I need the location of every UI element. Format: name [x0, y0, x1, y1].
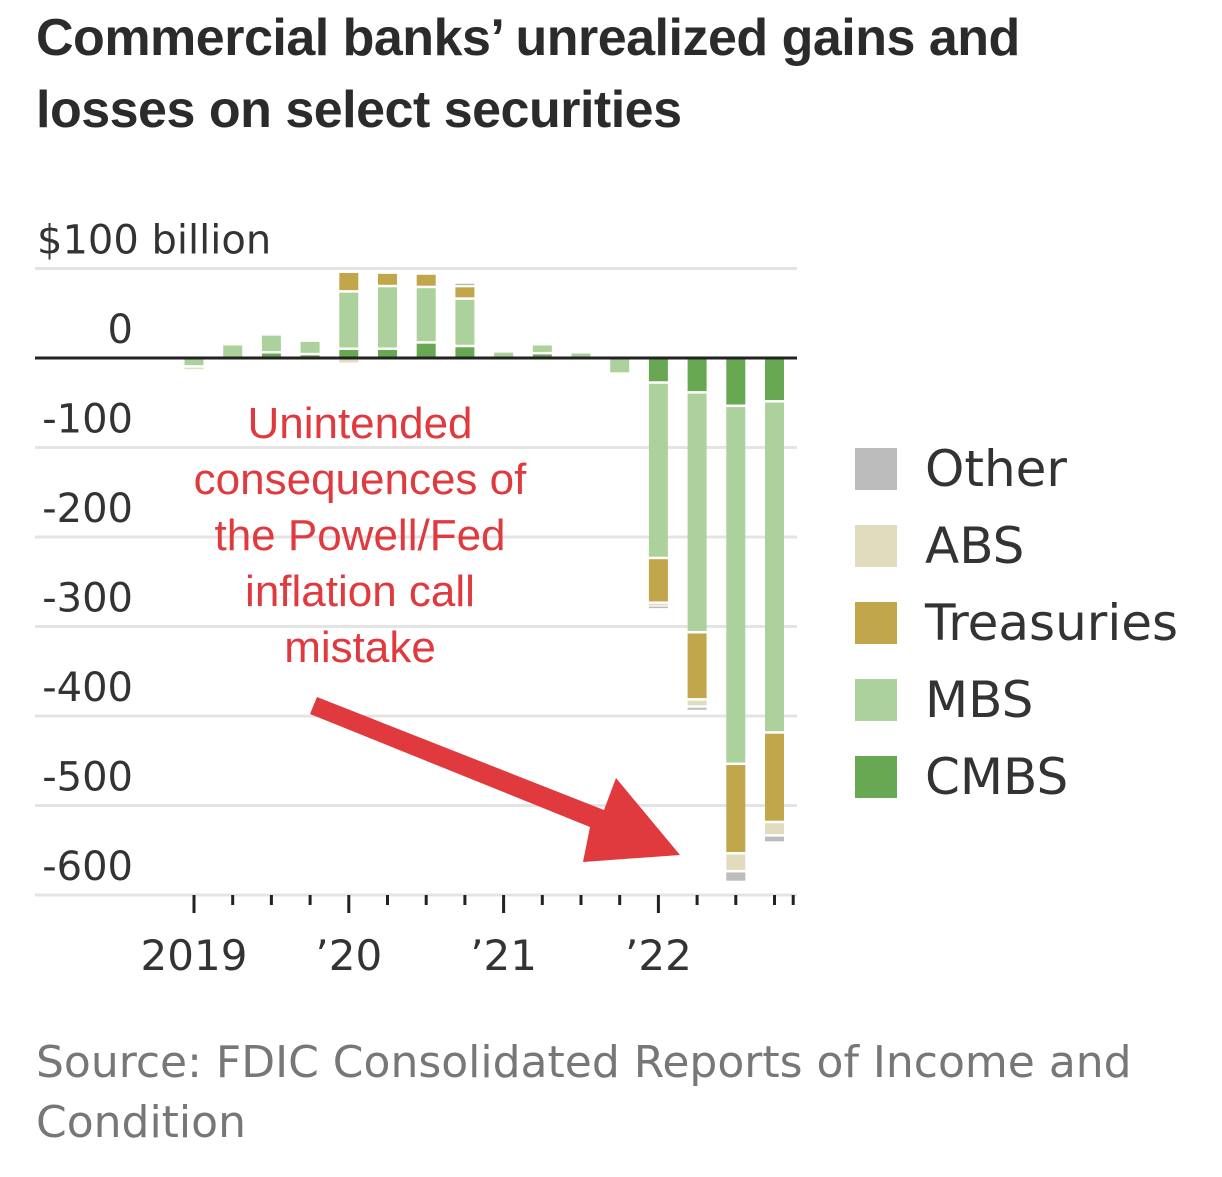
y-tick-label--100-billion: $100 billion	[37, 218, 271, 264]
legend-label-cmbs: CMBS	[925, 747, 1069, 806]
annotation-line-5: mistake	[284, 623, 436, 672]
bar-treasuries-2020-q3	[416, 274, 436, 286]
bar-treasuries-2022-q4	[765, 733, 784, 821]
y-tick-label--300: -300	[42, 576, 133, 622]
y-tick-label--500: -500	[42, 755, 133, 801]
chart-title-line-1: Commercial banks’ unrealized gains and	[36, 9, 1020, 67]
bar-cmbs-2019-q3	[261, 353, 281, 358]
bar-mbs-2022-q4	[765, 402, 784, 732]
legend-swatch-treasuries	[855, 601, 897, 644]
x-tick-label--21: ’21	[470, 931, 537, 980]
source-note: Source: FDIC Consolidated Reports of Inc…	[36, 1033, 1186, 1153]
bar-mbs-2019-q2	[223, 345, 243, 358]
bar-mbs-2020-q2	[378, 287, 397, 348]
annotation-arrow	[310, 697, 680, 862]
bar-cmbs-2022-q3	[726, 358, 746, 405]
bar-cmbs-2020-q4	[455, 347, 475, 358]
gridlines	[35, 267, 797, 897]
axes: $100 billion 0 -100 -200 -300 -400 -500 -600201…	[35, 218, 797, 980]
bar-mbs-2021-q2	[532, 345, 552, 352]
bar-mbs-2020-q4	[455, 299, 475, 345]
bar-other-2022-q4	[765, 836, 784, 842]
bar-cmbs-2021-q2	[532, 354, 552, 358]
legend-label-mbs: MBS	[925, 670, 1034, 729]
bar-mbs-2019-q4	[300, 341, 320, 353]
bar-treasuries-2020-q1	[339, 272, 359, 291]
x-tick-label--22: ’22	[625, 931, 692, 980]
annotation-text: Unintended consequences of the Powell/Fe…	[160, 396, 560, 676]
bar-mbs-2021-q4	[610, 358, 630, 373]
bar-abs-2019-q1	[184, 367, 204, 370]
chart-title: Commercial banks’ unrealized gains and l…	[36, 2, 1186, 146]
bar-cmbs-2020-q3	[416, 343, 436, 358]
legend-item-mbs: MBS	[855, 661, 1178, 738]
annotation-line-4: inflation call	[245, 567, 475, 616]
y-tick-label--100: -100	[42, 397, 133, 443]
bar-mbs-2022-q3	[726, 407, 746, 763]
bar-treasuries-2020-q2	[378, 273, 397, 285]
bar-cmbs-2020-q1	[339, 349, 359, 358]
legend-swatch-mbs	[855, 678, 897, 721]
x-tick-label-2019: 2019	[141, 931, 248, 980]
annotation-line-1: Unintended	[247, 399, 473, 448]
bar-mbs-2021-q1	[494, 352, 514, 358]
bar-mbs-2019-q1	[184, 358, 204, 366]
bar-cmbs-2022-q1	[648, 358, 668, 382]
bar-other-2020-q4	[455, 283, 475, 286]
arrow-shape	[310, 697, 680, 862]
legend-swatch-cmbs	[855, 755, 897, 798]
annotation-line-2: consequences of	[193, 455, 527, 504]
bar-mbs-2020-q3	[416, 288, 436, 342]
y-tick-label-0: 0	[108, 307, 133, 353]
bar-other-2022-q3	[726, 872, 746, 881]
legend-label-treasuries: Treasuries	[925, 593, 1179, 652]
bar-cmbs-2022-q4	[765, 358, 784, 401]
legend-swatch-abs	[855, 524, 897, 567]
bar-treasuries-2022-q2	[687, 633, 707, 699]
bar-cmbs-2020-q2	[378, 349, 397, 358]
source-line-2: Condition	[36, 1097, 246, 1148]
bar-abs-2022-q3	[726, 854, 746, 870]
legend-item-cmbs: CMBS	[855, 738, 1178, 815]
annotation-line-3: the Powell/Fed	[214, 511, 506, 560]
legend-item-other: Other	[855, 430, 1178, 507]
bar-cmbs-2022-q2	[687, 358, 707, 392]
bar-abs-2022-q1	[648, 603, 668, 606]
legend-item-abs: ABS	[855, 507, 1178, 584]
x-tick-label--20: ’20	[315, 931, 382, 980]
y-tick-label--200: -200	[42, 486, 133, 532]
bar-abs-2022-q4	[765, 823, 784, 835]
bar-treasuries-2020-q4	[455, 287, 475, 298]
legend-label-abs: ABS	[925, 516, 1025, 575]
bar-treasuries-2022-q1	[648, 559, 668, 602]
bar-treasuries-2022-q3	[726, 765, 746, 853]
bar-abs-2020-q1	[339, 358, 359, 363]
bar-abs-2022-q2	[687, 700, 707, 706]
y-tick-label--600: -600	[42, 844, 133, 890]
legend-item-treasuries: Treasuries	[855, 584, 1178, 661]
legend-label-other: Other	[925, 439, 1067, 498]
bar-mbs-2019-q3	[261, 335, 281, 352]
bar-mbs-2022-q2	[687, 393, 707, 631]
bar-mbs-2022-q1	[648, 383, 668, 557]
bars	[184, 272, 784, 881]
legend-swatch-other	[855, 447, 897, 490]
bar-other-2022-q2	[687, 707, 707, 710]
bar-mbs-2020-q1	[339, 292, 359, 348]
bar-mbs-2021-q3	[571, 353, 591, 358]
y-tick-label--400: -400	[42, 665, 133, 711]
source-line-1: Source: FDIC Consolidated Reports of Inc…	[36, 1037, 1132, 1088]
bar-other-2022-q1	[648, 606, 668, 609]
chart-title-line-2: losses on select securities	[36, 81, 682, 139]
legend: Other ABS Treasuries MBS CMBS	[855, 430, 1178, 815]
